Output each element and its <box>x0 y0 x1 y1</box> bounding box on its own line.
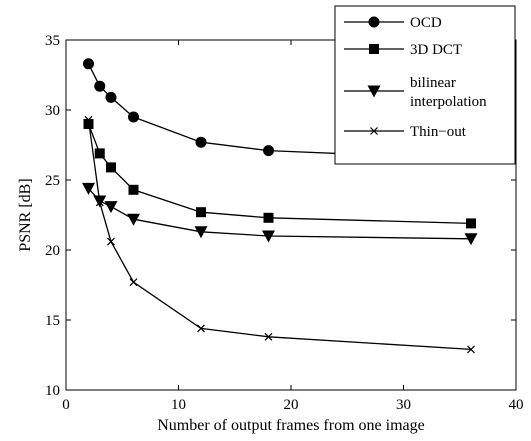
data-point <box>262 230 275 243</box>
data-point <box>84 115 93 124</box>
legend-marker <box>368 16 380 28</box>
legend-label: 3D DCT <box>410 42 462 58</box>
x-tick-label: 10 <box>171 397 186 413</box>
y-tick-label: 35 <box>45 33 60 49</box>
y-tick-label: 25 <box>45 173 60 189</box>
series-line <box>88 187 472 240</box>
series-3 <box>84 115 475 354</box>
y-tick-label: 30 <box>45 103 60 119</box>
data-point <box>105 91 117 103</box>
data-point <box>466 218 476 229</box>
data-point <box>128 184 139 195</box>
data-point <box>95 198 104 207</box>
series-layer <box>82 58 478 354</box>
legend-entry-2: bilinear interpolation <box>344 75 487 110</box>
data-point <box>104 201 118 214</box>
y-axis-label: PSNR [dB] <box>17 178 34 251</box>
y-tick-label: 15 <box>45 313 60 329</box>
legend-entry-3: Thin−out <box>344 124 467 140</box>
data-point <box>263 212 274 223</box>
x-tick-label: 30 <box>396 397 411 413</box>
data-point <box>195 136 207 148</box>
data-point <box>467 345 475 354</box>
x-tick-label: 40 <box>509 397 524 413</box>
data-point <box>94 80 106 92</box>
data-point <box>106 162 116 173</box>
legend-label: interpolation <box>410 94 487 110</box>
data-point <box>83 58 94 70</box>
x-axis-label: Number of output frames from one image <box>157 417 424 434</box>
data-point <box>128 111 139 123</box>
data-point <box>263 145 274 157</box>
series-0 <box>83 58 477 165</box>
legend-label: Thin−out <box>410 124 467 140</box>
data-point <box>197 324 205 333</box>
legend-marker <box>367 85 381 98</box>
legend-marker <box>370 127 378 135</box>
data-point <box>129 278 138 287</box>
x-tick-label: 20 <box>284 397 299 413</box>
legend-marker <box>369 44 379 54</box>
y-tick-label: 20 <box>45 243 60 259</box>
data-point <box>82 182 95 195</box>
legend-entry-1: 3D DCT <box>344 42 462 58</box>
legend: OCD 3D DCT bilinear interpolation Thin−out <box>334 5 516 165</box>
data-point <box>194 226 208 239</box>
data-point <box>264 332 273 341</box>
data-point <box>196 207 206 218</box>
data-point <box>107 237 115 246</box>
x-tick-label: 0 <box>62 397 70 413</box>
legend-box <box>334 5 516 165</box>
y-tick-label: 10 <box>45 383 60 399</box>
data-point <box>127 213 140 226</box>
data-point <box>464 233 478 246</box>
legend-entry-0: OCD <box>344 15 442 31</box>
legend-label: OCD <box>410 15 442 31</box>
legend-label: bilinear <box>410 75 456 91</box>
data-point <box>94 148 105 159</box>
